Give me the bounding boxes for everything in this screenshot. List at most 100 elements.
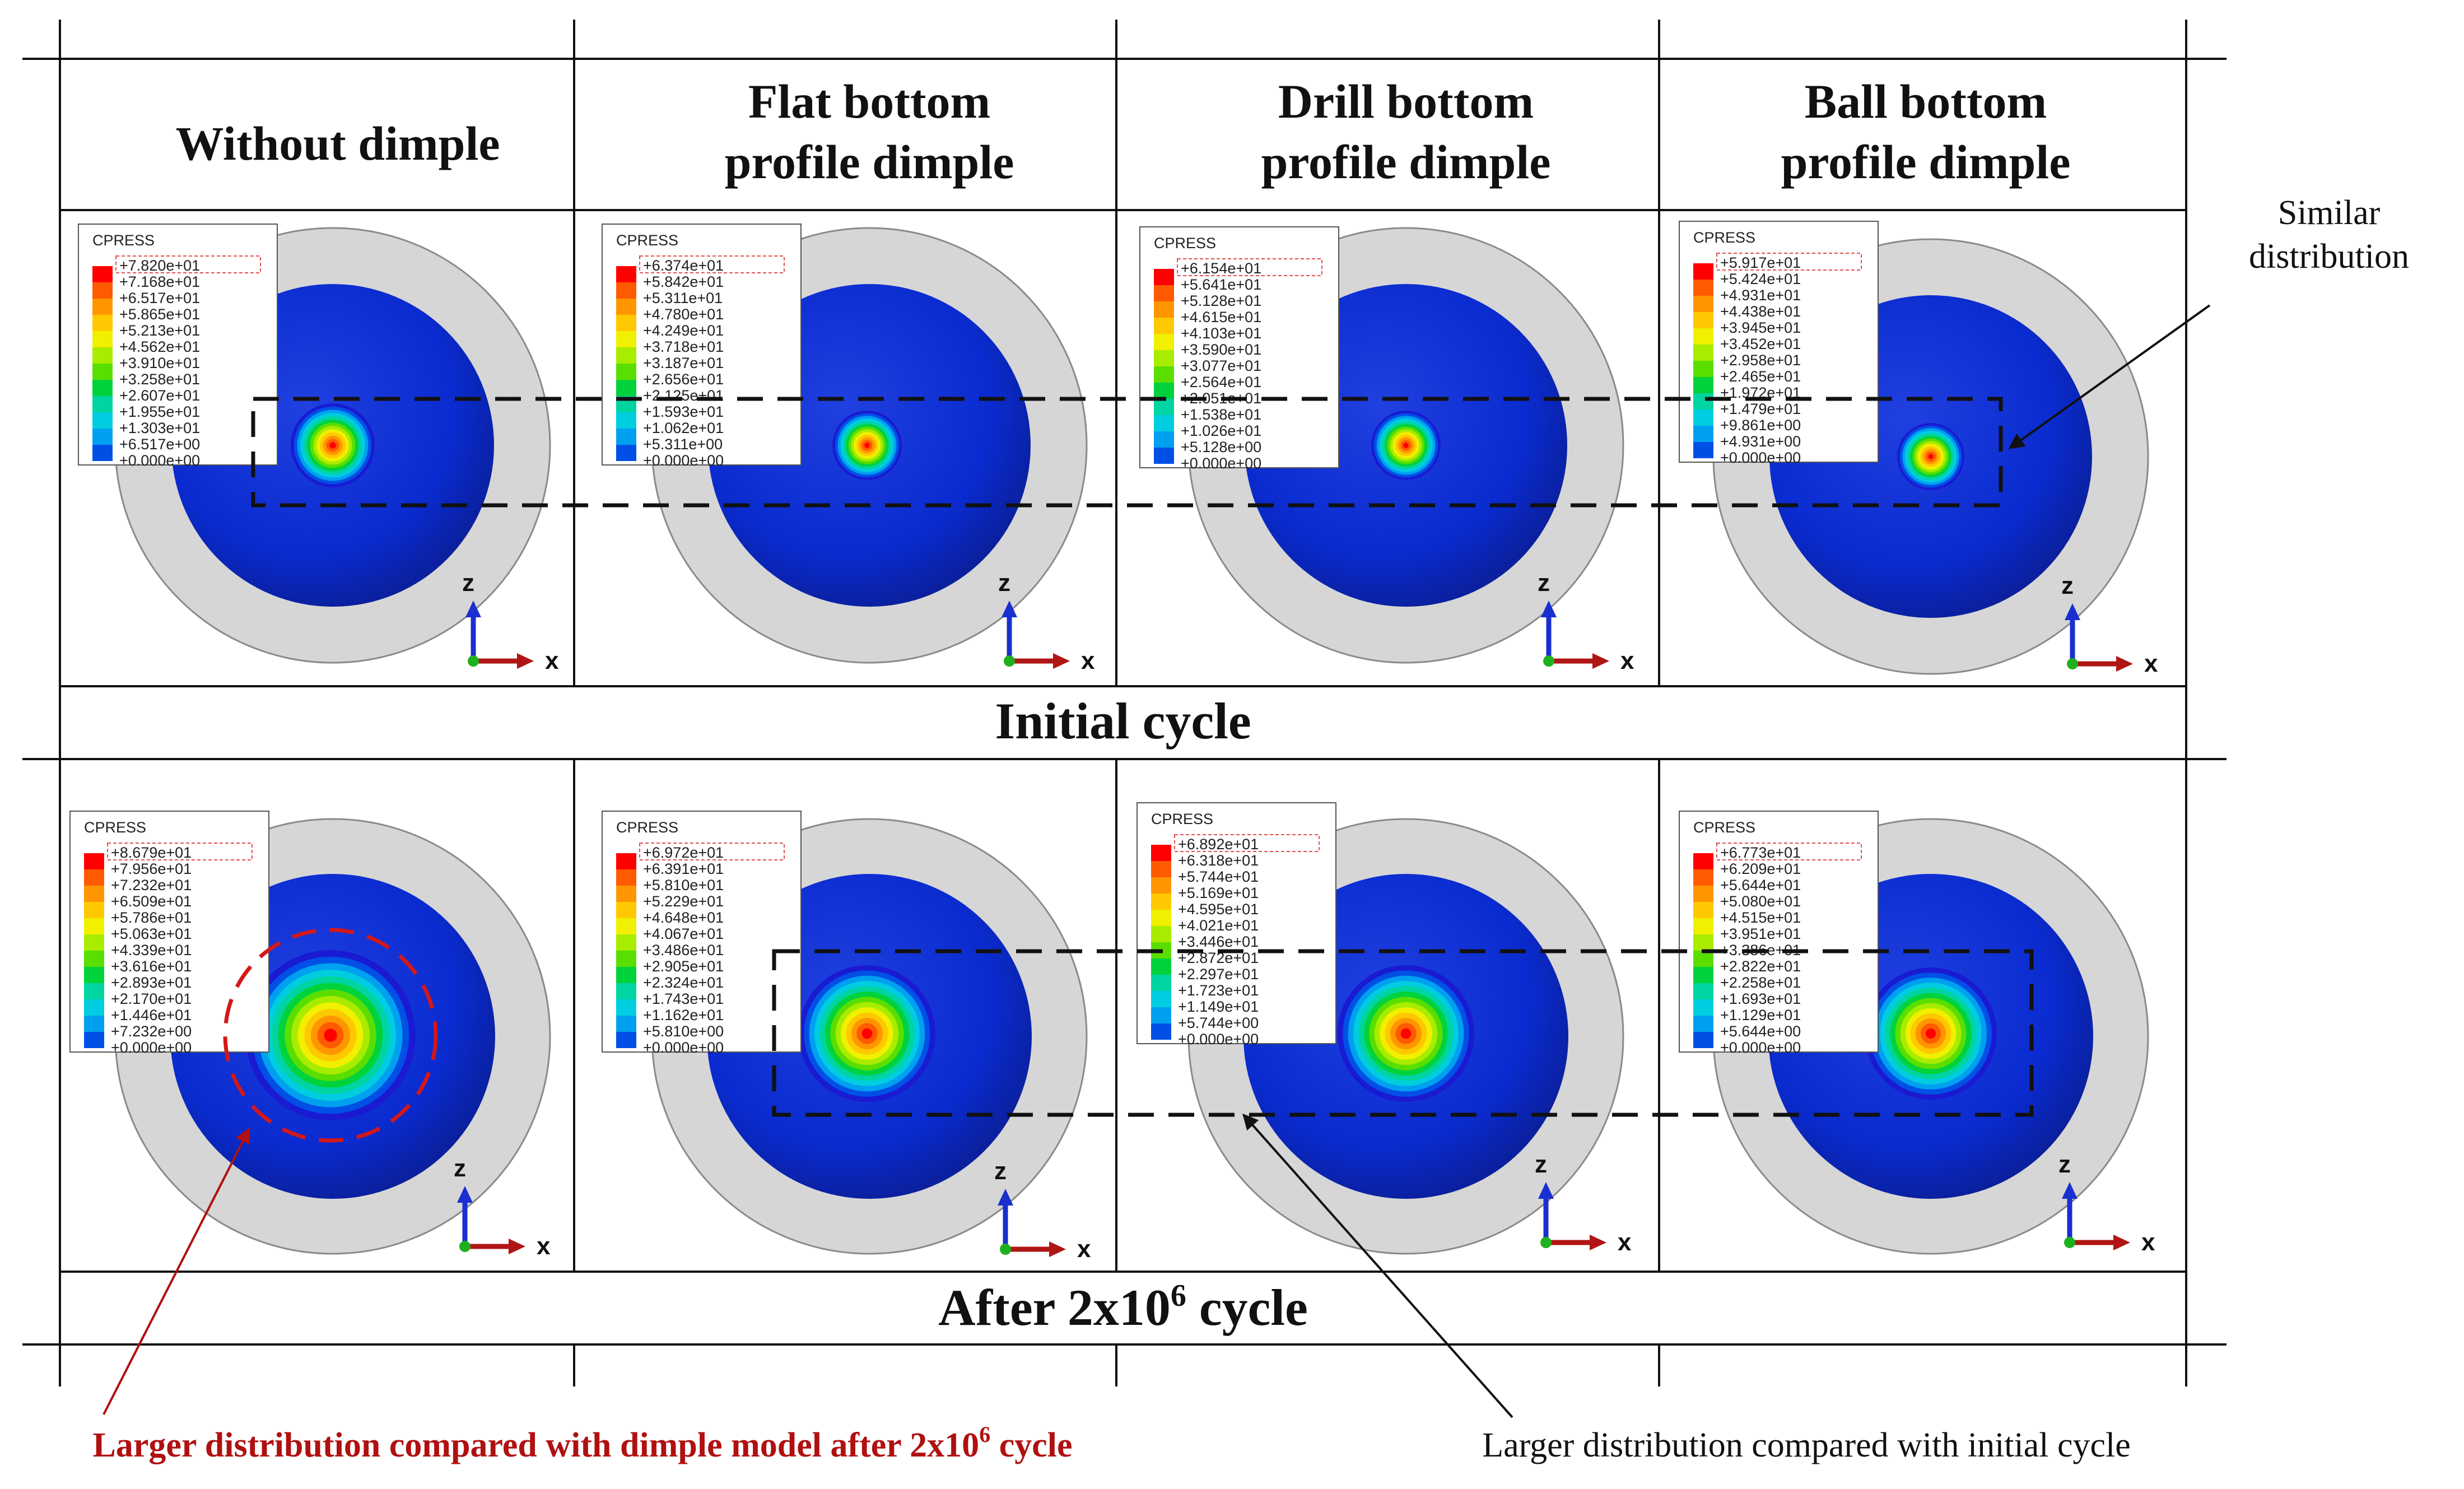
legend-value: +6.209e+01 [1720,860,1801,877]
legend-title: CPRESS [616,819,678,836]
legend-value: +5.128e+01 [1181,292,1261,309]
row-title-after-cycle: After 2x106 cycle [938,1278,1308,1336]
contour-band [1925,1028,1936,1039]
legend-swatch [1154,334,1174,350]
legend-value: +3.616e+01 [111,958,192,975]
x-axis-label: x [2141,1229,2155,1256]
legend-value: +5.311e+00 [643,436,723,453]
legend-value: +6.773e+01 [1720,844,1801,861]
legend-value: +2.822e+01 [1720,958,1801,975]
legend-value: +6.509e+01 [111,893,192,910]
legend-max-marker [639,843,785,860]
panel-after-without-dimple: CPRESS +8.679e+01+7.956e+01+7.232e+01+6.5… [69,811,551,1260]
cpress-legend: CPRESS +7.820e+01+7.168e+01+6.517e+01+5.8… [78,224,278,469]
legend-value: +6.972e+01 [643,844,724,861]
legend-swatch [84,902,104,918]
legend-value: +0.000e+00 [1178,1031,1259,1048]
legend-swatch [1693,902,1713,918]
legend-swatch [1154,301,1174,318]
legend-value: +5.169e+01 [1178,885,1259,901]
legend-value: +5.842e+01 [643,273,724,290]
legend-swatch [1693,377,1713,393]
pressure-hotspot [245,950,416,1120]
legend-value: +5.424e+01 [1720,271,1801,287]
legend-swatch [92,266,113,282]
legend-value: +1.149e+01 [1178,998,1259,1015]
pressure-hotspot [1338,965,1474,1102]
legend-value: +3.945e+01 [1720,319,1801,336]
legend-swatch [1154,285,1174,301]
z-axis-label: z [998,569,1010,597]
header-ball-bottom-line2: profile dimple [1781,135,2071,189]
legend-swatch [1693,1016,1713,1032]
legend-swatch [84,886,104,902]
legend-value: +5.641e+01 [1181,276,1261,293]
legend-swatch [616,347,636,364]
legend-swatch [616,869,636,886]
legend-value: +4.249e+01 [643,322,724,339]
legend-swatch [1154,366,1174,383]
legend-value: +2.958e+01 [1720,352,1801,369]
legend-swatch [92,445,113,461]
z-axis-label: z [2061,572,2074,599]
similar-distribution-box [251,397,2003,508]
x-axis-label: x [1081,647,1095,674]
z-axis-label: z [1535,1151,1547,1178]
cpress-legend: CPRESS +6.374e+01+5.842e+01+5.311e+01+4.7… [602,224,802,469]
legend-value: +2.607e+01 [119,387,200,404]
legend-value: +5.810e+00 [643,1023,724,1040]
legend-swatch [616,412,636,429]
legend-swatch [616,380,636,396]
legend-value: +1.446e+01 [111,1007,192,1023]
legend-swatch [616,1032,636,1048]
legend-value: +3.718e+01 [643,338,724,355]
legend-value: +2.297e+01 [1178,966,1259,983]
legend-swatch [84,967,104,983]
contour-panels: CPRESS+7.820e+01+7.168e+01+6.517e+01+5.8… [69,221,2158,1263]
z-arrow-head [457,1186,473,1203]
legend-swatch [616,934,636,951]
x-arrow-head [1053,653,1070,669]
x-arrow-head [2116,656,2133,672]
larger-initial-note: Larger distribution compared with initia… [1482,1426,2131,1464]
axis-triad: zx [454,1155,551,1260]
legend-swatch [1693,983,1713,999]
origin-dot [459,1241,471,1252]
z-axis-label: z [454,1155,466,1182]
legend-swatch [1693,967,1713,983]
legend-value: +3.486e+01 [643,942,724,958]
legend-swatch [1151,1023,1171,1040]
legend-swatch [616,853,636,869]
legend-swatch [616,902,636,918]
legend-swatch [84,918,104,934]
legend-value: +0.000e+00 [119,452,200,469]
legend-swatch [616,429,636,445]
legend-value: +0.000e+00 [643,1039,724,1056]
legend-title: CPRESS [92,232,155,249]
x-axis-label: x [1618,1229,1632,1256]
legend-value: +5.229e+01 [643,893,724,910]
pressure-hotspot [1897,423,1964,490]
panel-after-ball-bottom: CPRESS +6.773e+01+6.209e+01+5.644e+01+5.0… [1679,811,2155,1256]
legend-swatch [1154,399,1174,415]
legend-swatch [1151,958,1171,975]
panel-after-drill-bottom: CPRESS +6.892e+01+6.318e+01+5.744e+01+5.1… [1136,802,1632,1256]
legend-value: +6.517e+00 [119,436,200,453]
larger-distribution-box [772,949,2034,1117]
legend-value: +3.446e+01 [1178,933,1259,950]
legend-value: +3.910e+01 [119,355,200,371]
legend-value: +4.021e+01 [1178,917,1259,934]
legend-swatch [616,918,636,934]
contour-band [324,1029,337,1042]
legend-swatch [1154,269,1174,285]
legend-value: +1.062e+01 [643,420,724,436]
header-drill-bottom-line1: Drill bottom [1278,75,1534,128]
legend-swatch [84,1032,104,1048]
pressure-hotspot [832,411,902,480]
legend-swatch [1693,328,1713,345]
legend-swatch [1693,442,1713,458]
legend-value: +1.723e+01 [1178,982,1259,999]
legend-value: +5.128e+00 [1181,439,1261,455]
x-arrow-head [509,1239,525,1254]
legend-max-marker [107,843,253,860]
